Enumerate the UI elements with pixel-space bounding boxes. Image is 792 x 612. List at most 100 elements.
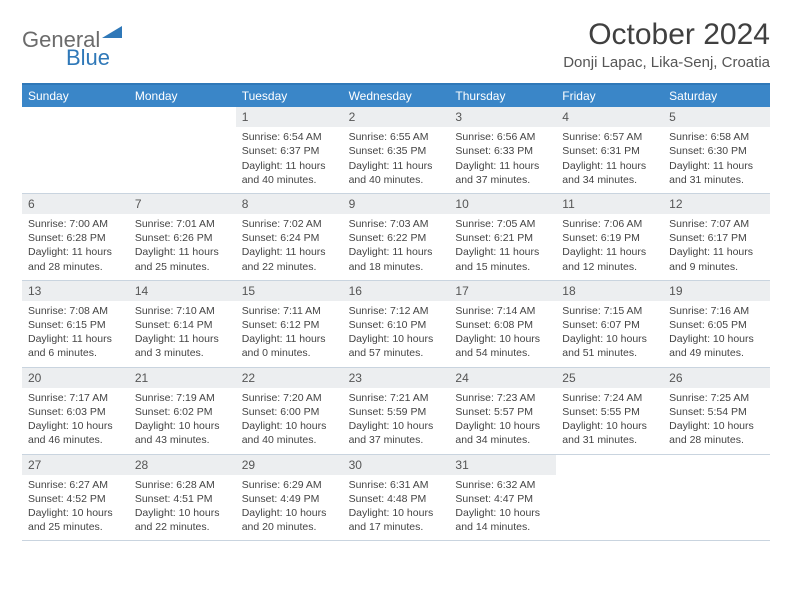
daylight-line: Daylight: 11 hours and 37 minutes.	[455, 159, 550, 187]
sunset-line: Sunset: 6:03 PM	[28, 405, 123, 419]
day-cell: 19Sunrise: 7:16 AMSunset: 6:05 PMDayligh…	[663, 281, 770, 368]
day-cell: 30Sunrise: 6:31 AMSunset: 4:48 PMDayligh…	[343, 455, 450, 542]
sunrise-line: Sunrise: 6:54 AM	[242, 130, 337, 144]
daylight-line: Daylight: 10 hours and 25 minutes.	[28, 506, 123, 534]
day-body: Sunrise: 7:24 AMSunset: 5:55 PMDaylight:…	[556, 388, 663, 454]
day-body: Sunrise: 7:07 AMSunset: 6:17 PMDaylight:…	[663, 214, 770, 280]
daylight-line: Daylight: 11 hours and 40 minutes.	[242, 159, 337, 187]
day-number: 7	[129, 194, 236, 214]
sunrise-line: Sunrise: 7:20 AM	[242, 391, 337, 405]
day-number: 29	[236, 455, 343, 475]
header: GeneralBlue October 2024 Donji Lapac, Li…	[22, 18, 770, 71]
daylight-line: Daylight: 11 hours and 6 minutes.	[28, 332, 123, 360]
sunset-line: Sunset: 4:47 PM	[455, 492, 550, 506]
sunset-line: Sunset: 6:05 PM	[669, 318, 764, 332]
day-cell: 2Sunrise: 6:55 AMSunset: 6:35 PMDaylight…	[343, 107, 450, 194]
sunrise-line: Sunrise: 6:55 AM	[349, 130, 444, 144]
daylight-line: Daylight: 10 hours and 37 minutes.	[349, 419, 444, 447]
sunset-line: Sunset: 6:14 PM	[135, 318, 230, 332]
day-body: Sunrise: 6:31 AMSunset: 4:48 PMDaylight:…	[343, 475, 450, 541]
sunrise-line: Sunrise: 7:08 AM	[28, 304, 123, 318]
day-body: Sunrise: 7:14 AMSunset: 6:08 PMDaylight:…	[449, 301, 556, 367]
day-body: Sunrise: 6:29 AMSunset: 4:49 PMDaylight:…	[236, 475, 343, 541]
sunset-line: Sunset: 6:08 PM	[455, 318, 550, 332]
day-number: 27	[22, 455, 129, 475]
empty-cell	[663, 455, 770, 542]
sunrise-line: Sunrise: 7:06 AM	[562, 217, 657, 231]
day-body: Sunrise: 6:57 AMSunset: 6:31 PMDaylight:…	[556, 127, 663, 193]
sunset-line: Sunset: 6:33 PM	[455, 144, 550, 158]
day-header: Tuesday	[236, 85, 343, 107]
logo-triangle-icon	[102, 24, 122, 43]
sunrise-line: Sunrise: 7:16 AM	[669, 304, 764, 318]
sunrise-line: Sunrise: 6:28 AM	[135, 478, 230, 492]
sunset-line: Sunset: 6:19 PM	[562, 231, 657, 245]
day-body: Sunrise: 6:32 AMSunset: 4:47 PMDaylight:…	[449, 475, 556, 541]
day-body: Sunrise: 6:54 AMSunset: 6:37 PMDaylight:…	[236, 127, 343, 193]
day-body: Sunrise: 7:17 AMSunset: 6:03 PMDaylight:…	[22, 388, 129, 454]
day-number: 14	[129, 281, 236, 301]
sunset-line: Sunset: 6:26 PM	[135, 231, 230, 245]
day-cell: 4Sunrise: 6:57 AMSunset: 6:31 PMDaylight…	[556, 107, 663, 194]
sunrise-line: Sunrise: 7:14 AM	[455, 304, 550, 318]
day-cell: 22Sunrise: 7:20 AMSunset: 6:00 PMDayligh…	[236, 368, 343, 455]
empty-cell	[556, 455, 663, 542]
daylight-line: Daylight: 10 hours and 43 minutes.	[135, 419, 230, 447]
sunrise-line: Sunrise: 7:19 AM	[135, 391, 230, 405]
logo: GeneralBlue	[22, 24, 122, 71]
daylight-line: Daylight: 10 hours and 51 minutes.	[562, 332, 657, 360]
day-header: Friday	[556, 85, 663, 107]
day-number: 28	[129, 455, 236, 475]
day-body: Sunrise: 7:05 AMSunset: 6:21 PMDaylight:…	[449, 214, 556, 280]
sunrise-line: Sunrise: 7:15 AM	[562, 304, 657, 318]
sunrise-line: Sunrise: 7:12 AM	[349, 304, 444, 318]
day-header: Monday	[129, 85, 236, 107]
sunset-line: Sunset: 6:30 PM	[669, 144, 764, 158]
sunrise-line: Sunrise: 6:29 AM	[242, 478, 337, 492]
sunset-line: Sunset: 4:52 PM	[28, 492, 123, 506]
day-number: 22	[236, 368, 343, 388]
day-cell: 8Sunrise: 7:02 AMSunset: 6:24 PMDaylight…	[236, 194, 343, 281]
logo-text-blue: Blue	[66, 45, 110, 71]
day-header: Saturday	[663, 85, 770, 107]
day-cell: 9Sunrise: 7:03 AMSunset: 6:22 PMDaylight…	[343, 194, 450, 281]
day-cell: 24Sunrise: 7:23 AMSunset: 5:57 PMDayligh…	[449, 368, 556, 455]
sunrise-line: Sunrise: 6:31 AM	[349, 478, 444, 492]
day-body: Sunrise: 7:23 AMSunset: 5:57 PMDaylight:…	[449, 388, 556, 454]
day-cell: 17Sunrise: 7:14 AMSunset: 6:08 PMDayligh…	[449, 281, 556, 368]
sunrise-line: Sunrise: 7:10 AM	[135, 304, 230, 318]
sunrise-line: Sunrise: 7:05 AM	[455, 217, 550, 231]
sunset-line: Sunset: 5:59 PM	[349, 405, 444, 419]
daylight-line: Daylight: 10 hours and 49 minutes.	[669, 332, 764, 360]
daylight-line: Daylight: 11 hours and 25 minutes.	[135, 245, 230, 273]
day-number: 16	[343, 281, 450, 301]
daylight-line: Daylight: 10 hours and 17 minutes.	[349, 506, 444, 534]
daylight-line: Daylight: 10 hours and 28 minutes.	[669, 419, 764, 447]
sunset-line: Sunset: 6:15 PM	[28, 318, 123, 332]
day-cell: 11Sunrise: 7:06 AMSunset: 6:19 PMDayligh…	[556, 194, 663, 281]
day-number: 21	[129, 368, 236, 388]
sunset-line: Sunset: 6:21 PM	[455, 231, 550, 245]
day-cell: 1Sunrise: 6:54 AMSunset: 6:37 PMDaylight…	[236, 107, 343, 194]
day-body: Sunrise: 6:58 AMSunset: 6:30 PMDaylight:…	[663, 127, 770, 193]
day-number: 11	[556, 194, 663, 214]
daylight-line: Daylight: 10 hours and 22 minutes.	[135, 506, 230, 534]
day-cell: 26Sunrise: 7:25 AMSunset: 5:54 PMDayligh…	[663, 368, 770, 455]
day-body: Sunrise: 7:02 AMSunset: 6:24 PMDaylight:…	[236, 214, 343, 280]
day-number: 30	[343, 455, 450, 475]
daylight-line: Daylight: 10 hours and 14 minutes.	[455, 506, 550, 534]
day-number: 19	[663, 281, 770, 301]
day-number: 8	[236, 194, 343, 214]
day-body: Sunrise: 7:15 AMSunset: 6:07 PMDaylight:…	[556, 301, 663, 367]
day-number: 2	[343, 107, 450, 127]
day-body: Sunrise: 7:06 AMSunset: 6:19 PMDaylight:…	[556, 214, 663, 280]
daylight-line: Daylight: 11 hours and 0 minutes.	[242, 332, 337, 360]
day-number: 26	[663, 368, 770, 388]
day-body: Sunrise: 7:16 AMSunset: 6:05 PMDaylight:…	[663, 301, 770, 367]
day-number: 3	[449, 107, 556, 127]
sunset-line: Sunset: 4:51 PM	[135, 492, 230, 506]
day-number: 24	[449, 368, 556, 388]
daylight-line: Daylight: 11 hours and 22 minutes.	[242, 245, 337, 273]
day-cell: 10Sunrise: 7:05 AMSunset: 6:21 PMDayligh…	[449, 194, 556, 281]
month-title: October 2024	[563, 18, 770, 52]
